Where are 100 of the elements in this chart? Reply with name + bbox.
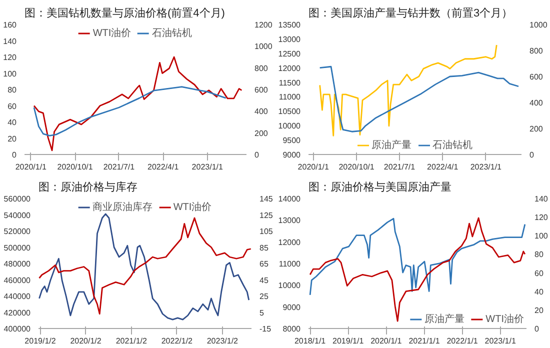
- y2-tick-label: 0: [254, 150, 260, 160]
- y2-tick-label: 800: [530, 46, 544, 56]
- y2-tick-label: 105: [260, 227, 274, 236]
- legend-label: 原油产量: [424, 312, 465, 326]
- x-tick-label: 2020/1/1: [370, 336, 402, 346]
- y-tick-label: 560000: [4, 194, 32, 204]
- y-tick-label: 120: [3, 53, 18, 62]
- y-tick-label: 9000: [282, 302, 302, 312]
- y-tick-label: 11500: [278, 78, 302, 88]
- y-tick-label: 9500: [282, 136, 302, 146]
- x-tick-label: 2020/10/1: [57, 162, 94, 172]
- y-tick-label: 8000: [282, 324, 302, 334]
- y-tick-label: 100: [3, 69, 18, 78]
- y-tick-label: 20: [8, 134, 18, 144]
- chart-title: 图：美国钻机数量与原油价格(前置4个月): [24, 6, 225, 20]
- chart-title: 图：美国原油产量与钻井数（前置3个月）: [308, 6, 513, 20]
- y-tick-label: 140: [3, 36, 18, 46]
- legend-label: WTI油价: [173, 200, 212, 214]
- y2-tick-label: 200: [254, 128, 268, 138]
- y2-tick-label: 800: [254, 64, 268, 73]
- y-tick-label: 460000: [4, 276, 32, 285]
- x-tick-label: 2020/10/1: [338, 162, 375, 172]
- y-tick-label: 540000: [4, 210, 32, 220]
- y-tick-label: 160: [3, 20, 18, 30]
- y-tick-label: 400000: [4, 324, 32, 334]
- y-tick-label: 10000: [278, 122, 302, 131]
- y2-tick-label: -15: [260, 324, 272, 334]
- y-tick-label: 11000: [278, 260, 302, 268]
- x-tick-label: 2022/1/2: [161, 336, 194, 346]
- y-tick-label: 11000: [278, 92, 302, 102]
- y-tick-label: 9000: [282, 150, 302, 160]
- y2-tick-label: 40: [534, 287, 544, 296]
- y-tick-label: 60: [8, 102, 18, 111]
- x-tick-label: 2023/1/1: [470, 162, 502, 172]
- y2-tick-label: 80: [534, 250, 544, 260]
- y2-tick-label: 65: [260, 260, 269, 268]
- x-tick-label: 2020/1/1: [298, 162, 330, 172]
- y2-tick-label: 1000: [254, 42, 273, 52]
- y2-tick-label: 400: [254, 107, 268, 116]
- y2-tick-label: 0: [530, 150, 534, 160]
- line-series: [309, 217, 526, 322]
- y-tick-label: 10500: [278, 107, 302, 116]
- y2-tick-label: 45: [260, 276, 269, 285]
- chart-title: 图：原油价格与库存: [38, 180, 138, 194]
- y2-tick-label: 600: [530, 72, 544, 82]
- y2-tick-label: 120: [534, 213, 548, 222]
- y-tick-label: 440000: [4, 292, 32, 301]
- x-tick-label: 2022/4/1: [148, 162, 180, 172]
- y-tick-label: 12000: [278, 64, 302, 73]
- y-tick-label: 480000: [4, 260, 32, 268]
- x-tick-label: 2023/1/2: [206, 336, 239, 346]
- chart-title: 图：原油价格与美国原油产量: [308, 180, 452, 194]
- legend-label: 石油钻机: [152, 26, 192, 40]
- y-tick-label: 12000: [278, 238, 302, 247]
- x-tick-label: 2021/7/1: [103, 162, 136, 172]
- y-tick-label: 500000: [4, 243, 32, 252]
- x-tick-label: 2023/1/1: [192, 162, 224, 172]
- y-tick-label: 13500: [278, 20, 302, 30]
- legend-label: 石油钻机: [432, 138, 472, 152]
- y-tick-label: 14000: [278, 194, 302, 204]
- legend-label: 商业原油库存: [92, 200, 152, 214]
- y-tick-label: 520000: [4, 227, 32, 236]
- legend-label: 原油产量: [372, 138, 412, 152]
- y2-tick-label: 125: [260, 210, 274, 220]
- y-tick-label: 10000: [278, 281, 302, 290]
- y-tick-label: 13000: [278, 216, 302, 226]
- line-series: [319, 66, 520, 132]
- x-tick-label: 2021/7/1: [384, 162, 416, 172]
- x-tick-label: 2019/1/2: [24, 336, 56, 346]
- x-tick-label: 2023/1/1: [484, 336, 516, 346]
- y-tick-label: 12500: [278, 49, 302, 58]
- line-series: [33, 56, 242, 152]
- y2-tick-label: 25: [260, 292, 269, 301]
- y2-tick-label: 400: [530, 98, 544, 108]
- y2-tick-label: 1000: [530, 20, 548, 30]
- y2-tick-label: 600: [254, 86, 268, 94]
- y-tick-label: 13000: [278, 34, 302, 44]
- x-tick-label: 2022/4/1: [427, 162, 459, 172]
- x-tick-label: 2022/1/1: [446, 336, 478, 346]
- y2-tick-label: 145: [260, 194, 274, 204]
- y2-tick-label: 0: [534, 324, 540, 334]
- y-tick-label: 40: [8, 118, 18, 127]
- y2-tick-label: 140: [534, 194, 548, 204]
- x-tick-label: 2020/1/1: [15, 162, 48, 172]
- legend-label: WTI油价: [92, 26, 132, 40]
- line-series: [319, 44, 498, 136]
- y2-tick-label: 60: [534, 268, 544, 278]
- y-tick-label: 80: [8, 86, 18, 94]
- line-series: [33, 86, 227, 136]
- legend-label: WTI油价: [486, 312, 524, 326]
- line-series: [309, 218, 526, 296]
- x-tick-label: 2021/1/2: [116, 336, 148, 346]
- y2-tick-label: 5: [260, 308, 264, 318]
- y2-tick-label: 20: [534, 306, 544, 315]
- y-tick-label: 420000: [4, 308, 32, 318]
- y2-tick-label: 85: [260, 243, 269, 252]
- y2-tick-label: 100: [534, 232, 548, 241]
- x-tick-label: 2018/1/1: [294, 336, 326, 346]
- y2-tick-label: 200: [530, 124, 544, 134]
- y2-tick-label: 1200: [254, 20, 273, 30]
